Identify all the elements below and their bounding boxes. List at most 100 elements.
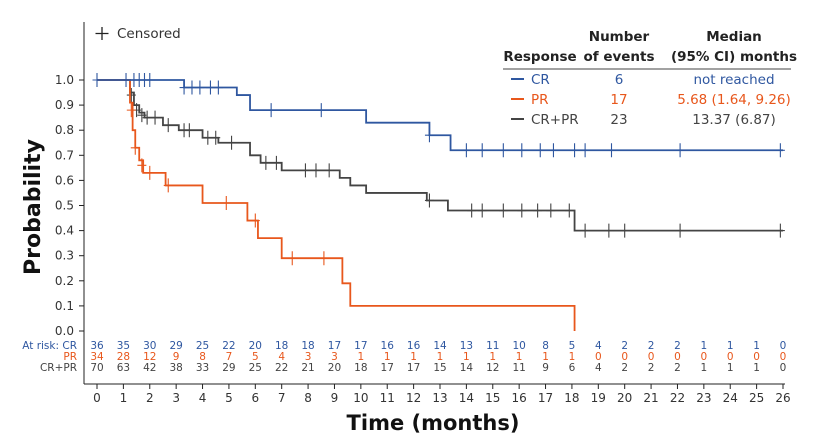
at-risk-value: 0 bbox=[595, 351, 602, 363]
legend-median-pr: 5.68 (1.64, 9.26) bbox=[677, 92, 791, 108]
legend-header-median-1: Median bbox=[706, 29, 762, 45]
legend-events-cr: 6 bbox=[615, 72, 624, 88]
at-risk-value: 1 bbox=[410, 351, 417, 363]
x-tick-label: 15 bbox=[485, 391, 500, 405]
at-risk-value: 8 bbox=[199, 351, 206, 363]
at-risk-value: 22 bbox=[275, 362, 288, 374]
legend: Censored Number Median Response of events (95… bbox=[95, 26, 797, 128]
censor-mark bbox=[580, 223, 590, 238]
y-tick-label: 0.9 bbox=[55, 98, 74, 112]
at-risk-value: 2 bbox=[621, 362, 628, 374]
at-risk-value: 1 bbox=[542, 351, 549, 363]
at-risk-value: 2 bbox=[648, 362, 655, 374]
legend-header-events-2: of events bbox=[583, 49, 654, 65]
censor-mark bbox=[300, 163, 310, 178]
at-risk-value: 33 bbox=[196, 362, 209, 374]
at-risk-value: 29 bbox=[222, 362, 235, 374]
legend-name-cr-pr: CR+PR bbox=[531, 112, 579, 128]
censor-mark bbox=[121, 73, 131, 87]
censor-mark bbox=[145, 165, 155, 180]
x-tick-label: 18 bbox=[564, 391, 579, 405]
at-risk-value: 2 bbox=[621, 340, 628, 352]
at-risk-value: 18 bbox=[301, 340, 314, 352]
at-risk-value: 12 bbox=[486, 362, 499, 374]
x-tick-label: 5 bbox=[225, 391, 233, 405]
censor-mark bbox=[535, 143, 545, 158]
legend-header-events-1: Number bbox=[589, 29, 650, 45]
at-risk-value: 0 bbox=[701, 351, 708, 363]
km-curve-cr-pr bbox=[97, 79, 783, 232]
at-risk-value: 14 bbox=[460, 362, 474, 374]
at-risk-value: 0 bbox=[753, 351, 760, 363]
legend-header-median-2: (95% CI) months bbox=[671, 49, 797, 65]
at-risk-value: 11 bbox=[486, 340, 499, 352]
legend-events-cr-pr: 23 bbox=[610, 112, 627, 128]
at-risk-value: 13 bbox=[460, 340, 473, 352]
censor-mark bbox=[775, 143, 785, 158]
x-tick-label: 10 bbox=[353, 391, 368, 405]
x-tick-label: 22 bbox=[670, 391, 685, 405]
at-risk-value: 0 bbox=[674, 351, 681, 363]
at-risk-value: 17 bbox=[328, 340, 341, 352]
axes: 0.00.10.20.30.40.50.60.70.80.91.00 1 2 3 4 5 6… bbox=[55, 22, 791, 405]
at-risk-value: 22 bbox=[222, 340, 235, 352]
y-tick-label: 0.0 bbox=[55, 324, 74, 338]
legend-median-cr: not reached bbox=[693, 72, 774, 88]
km-curve-pr bbox=[97, 79, 576, 331]
at-risk-value: 0 bbox=[780, 340, 787, 352]
at-risk-value: 1 bbox=[701, 340, 708, 352]
y-tick-label: 0.5 bbox=[55, 199, 74, 213]
at-risk-value: 5 bbox=[569, 340, 576, 352]
legend-median-cr-pr: 13.37 (6.87) bbox=[692, 112, 776, 128]
censor-mark bbox=[145, 73, 155, 87]
at-risk-value: 12 bbox=[143, 351, 156, 363]
x-axis-title: Time (months) bbox=[347, 411, 520, 435]
at-risk-value: 17 bbox=[407, 362, 420, 374]
at-risk-value: 2 bbox=[674, 340, 681, 352]
at-risk-value: 34 bbox=[90, 351, 104, 363]
at-risk-value: 0 bbox=[780, 362, 787, 374]
censor-mark bbox=[675, 143, 685, 158]
at-risk-value: 1 bbox=[516, 351, 523, 363]
censor-mark bbox=[126, 103, 136, 118]
censor-mark bbox=[424, 193, 434, 208]
censor-mark bbox=[221, 195, 231, 210]
censor-mark bbox=[564, 203, 574, 218]
x-tick-label: 12 bbox=[406, 391, 421, 405]
censor-mark bbox=[150, 110, 160, 125]
x-tick-label: 13 bbox=[432, 391, 447, 405]
at-risk-value: 0 bbox=[780, 351, 787, 363]
y-tick-label: 0.1 bbox=[55, 299, 74, 313]
x-tick-label: 24 bbox=[723, 391, 738, 405]
at-risk-row-label: PR bbox=[63, 351, 77, 363]
censor-mark bbox=[533, 203, 543, 218]
censor-mark bbox=[261, 155, 271, 170]
at-risk-value: 17 bbox=[381, 362, 394, 374]
at-risk-row-label: CR+PR bbox=[40, 362, 77, 374]
censor-mark bbox=[92, 73, 102, 87]
at-risk-value: 63 bbox=[117, 362, 130, 374]
at-risk-value: 6 bbox=[569, 362, 576, 374]
at-risk-value: 18 bbox=[354, 362, 367, 374]
y-tick-label: 0.6 bbox=[55, 173, 74, 187]
censor-mark bbox=[607, 143, 616, 158]
at-risk-value: 14 bbox=[433, 340, 447, 352]
censor-mark bbox=[187, 80, 197, 95]
at-risk-value: 20 bbox=[249, 340, 262, 352]
at-risk-value: 29 bbox=[169, 340, 182, 352]
censor-mark bbox=[517, 143, 527, 158]
at-risk-value: 36 bbox=[90, 340, 104, 352]
at-risk-value: 3 bbox=[331, 351, 338, 363]
censor-mark bbox=[548, 143, 558, 158]
legend-header-response: Response bbox=[503, 49, 576, 65]
at-risk-value: 20 bbox=[328, 362, 341, 374]
censor-mark bbox=[137, 158, 147, 173]
censored-key-label: Censored bbox=[117, 26, 181, 42]
x-tick-label: 0 bbox=[93, 391, 101, 405]
censor-mark bbox=[287, 251, 297, 266]
censor-mark bbox=[179, 80, 189, 95]
series-layer bbox=[92, 73, 785, 331]
censor-mark bbox=[477, 143, 487, 158]
at-risk-value: 1 bbox=[701, 362, 708, 374]
